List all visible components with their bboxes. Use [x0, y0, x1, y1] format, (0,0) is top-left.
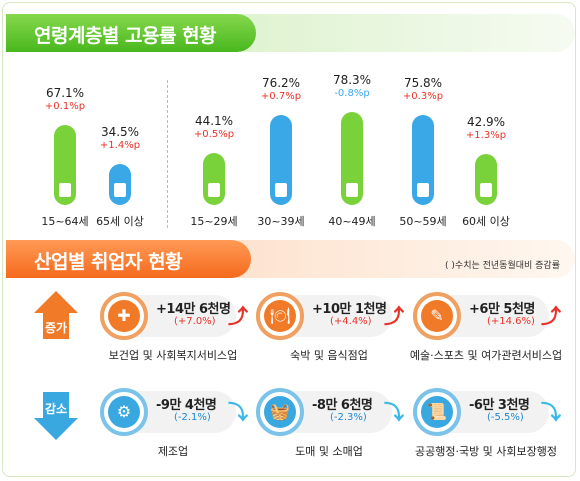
decrease-rate-3: (-5.5%) — [487, 412, 524, 423]
shopping-basket-icon: 🧺 — [270, 402, 290, 421]
decrease-icon-ring-1: ⚙ — [100, 388, 148, 436]
decrease-icon-bg-3: 📜 — [421, 396, 453, 428]
increase-amount-1: +14만 6천명 — [156, 302, 231, 317]
change-label-6: +0.3%p — [402, 91, 444, 102]
employment-title: 연령계층별 고용률 현황 — [34, 25, 217, 47]
category-label-3: 15~29세 — [190, 215, 238, 228]
infographic-frame — [2, 2, 576, 477]
increase-industry-name-3: 예술·스포츠 및 여가관련서비스업 — [409, 349, 563, 362]
increase-rate-1: (+7.0%) — [174, 316, 216, 327]
bar-icon-7 — [480, 183, 492, 197]
decrease-trend-arrow-1: ⤵ — [228, 400, 248, 424]
employment-header-band — [240, 14, 575, 52]
decrease-trend-arrow-3: ⤵ — [541, 400, 561, 424]
bar-icon-4 — [275, 183, 287, 197]
art-brush-icon: ✎ — [430, 306, 444, 325]
decrease-icon-ring-2: 🧺 — [256, 388, 304, 436]
bar-5 — [341, 112, 363, 205]
increase-icon-bg-3: ✎ — [421, 300, 453, 332]
change-label-1: +0.1%p — [44, 101, 86, 112]
increase-icon-bg-1: ✚ — [108, 300, 140, 332]
increase-amount-3: +6만 5천명 — [469, 302, 535, 317]
increase-icon-ring-1: ✚ — [100, 292, 148, 340]
change-label-5: -0.8%p — [334, 88, 370, 99]
category-label-4: 30~39세 — [257, 215, 305, 228]
employment-header: 연령계층별 고용률 현황 — [6, 14, 256, 52]
increase-arrow-head — [34, 291, 78, 313]
value-label-5: 78.3% — [332, 73, 372, 87]
increase-arrow-body — [43, 313, 69, 339]
decrease-amount-3: -6만 3천명 — [469, 398, 530, 413]
decrease-amount-2: -8만 6천명 — [312, 398, 373, 413]
decrease-icon-ring-3: 📜 — [413, 388, 461, 436]
change-label-7: +1.3%p — [465, 130, 507, 141]
value-label-3: 44.1% — [194, 114, 234, 128]
bar-icon-5 — [346, 183, 358, 197]
change-rate-note: ( )수치는 전년동월대비 증감률 — [445, 261, 560, 271]
value-label-4: 76.2% — [261, 76, 301, 90]
increase-icon-ring-3: ✎ — [413, 292, 461, 340]
bar-icon-1 — [59, 183, 71, 197]
value-label-1: 67.1% — [45, 86, 85, 100]
bar-icon-2 — [114, 183, 126, 197]
decrease-industry-name-2: 도매 및 소매업 — [295, 445, 363, 458]
increase-industry-name-1: 보건업 및 사회복지서비스업 — [108, 349, 238, 362]
increase-label: 증가 — [44, 321, 68, 335]
bar-4 — [270, 115, 292, 205]
decrease-industry-name-1: 제조업 — [157, 445, 189, 458]
increase-rate-2: (+4.4%) — [330, 316, 372, 327]
increase-trend-arrow-1: ⤴ — [228, 304, 248, 328]
industry-title: 산업별 취업자 현황 — [34, 251, 183, 273]
category-label-7: 60세 이상 — [462, 215, 510, 228]
industry-header: 산업별 취업자 현황 — [6, 240, 251, 278]
increase-icon-ring-2: 🍽 — [256, 292, 304, 340]
first-aid-kit-icon: ✚ — [117, 306, 131, 325]
bar-7 — [475, 154, 497, 205]
bar-6 — [412, 115, 434, 205]
value-label-6: 75.8% — [403, 76, 443, 90]
gear-icon: ⚙ — [116, 402, 132, 421]
increase-industry-name-2: 숙박 및 음식점업 — [290, 349, 368, 362]
category-label-2: 65세 이상 — [96, 215, 144, 228]
decrease-trend-arrow-2: ⤵ — [384, 400, 404, 424]
change-label-3: +0.5%p — [193, 129, 235, 140]
decrease-industry-name-3: 공공행정·국방 및 사회보장행정 — [414, 445, 558, 458]
decrease-rate-2: (-2.3%) — [330, 412, 367, 423]
category-label-5: 40~49세 — [328, 215, 376, 228]
increase-amount-2: +10만 1천명 — [312, 302, 387, 317]
increase-trend-arrow-3: ⤴ — [541, 304, 561, 328]
change-label-2: +1.4%p — [99, 140, 141, 151]
document-scroll-icon: 📜 — [427, 402, 447, 421]
decrease-icon-bg-1: ⚙ — [108, 396, 140, 428]
bar-icon-6 — [417, 183, 429, 197]
industry-header-band — [238, 240, 575, 278]
chart-divider — [167, 80, 168, 228]
bar-3 — [203, 153, 225, 205]
value-label-2: 34.5% — [100, 125, 140, 139]
category-label-6: 50~59세 — [399, 215, 447, 228]
increase-rate-3: (+14.6%) — [487, 316, 535, 327]
dining-plate-icon: 🍽 — [269, 306, 291, 325]
increase-icon-bg-2: 🍽 — [264, 300, 296, 332]
value-label-7: 42.9% — [466, 115, 506, 129]
decrease-arrow-head — [34, 418, 78, 440]
decrease-arrow-body — [43, 392, 69, 418]
decrease-label: 감소 — [44, 402, 68, 416]
decrease-amount-1: -9만 4천명 — [156, 398, 217, 413]
decrease-rate-1: (-2.1%) — [174, 412, 211, 423]
decrease-icon-bg-2: 🧺 — [264, 396, 296, 428]
bar-icon-3 — [208, 183, 220, 197]
increase-trend-arrow-2: ⤴ — [384, 304, 404, 328]
change-label-4: +0.7%p — [260, 91, 302, 102]
category-label-1: 15~64세 — [41, 215, 89, 228]
